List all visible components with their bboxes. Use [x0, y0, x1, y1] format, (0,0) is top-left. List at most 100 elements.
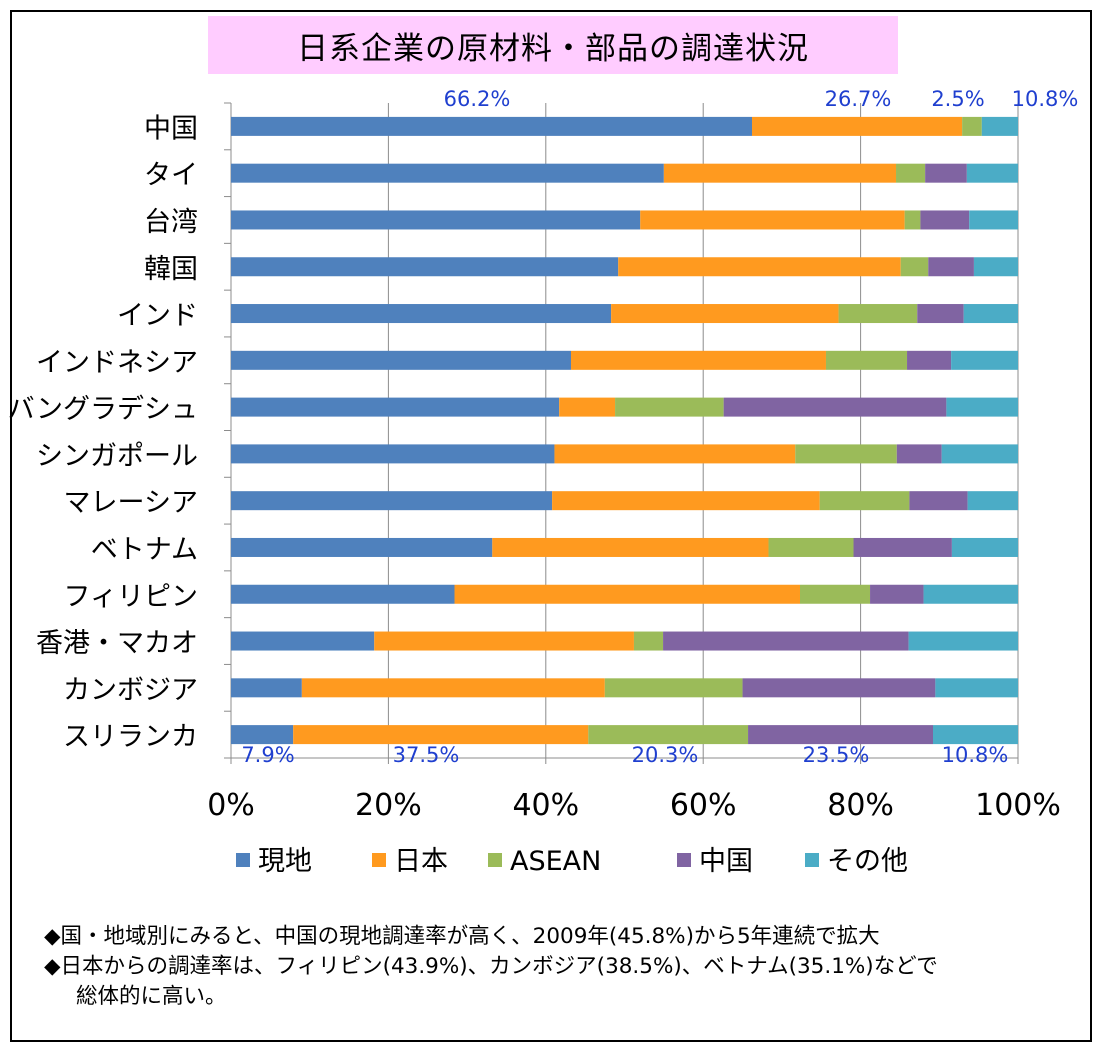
bar-segment: [925, 163, 967, 183]
x-tick-label: 60%: [670, 788, 737, 823]
annotation-bottom: 37.5%: [393, 743, 460, 767]
annotation-bottom: 20.3%: [632, 743, 699, 767]
bar-segment: [909, 491, 968, 511]
category-label: シンガポール: [36, 441, 198, 472]
bar-segment: [231, 725, 294, 745]
bar-segment: [231, 444, 555, 464]
bar-segment: [969, 210, 1018, 230]
x-tick-label: 40%: [512, 788, 579, 823]
bar-segment: [231, 116, 752, 136]
legend-swatch: [677, 853, 691, 867]
legend-label: ASEAN: [510, 846, 601, 877]
legend-label: その他: [827, 846, 908, 877]
bar-segment: [492, 537, 769, 557]
bar-segment: [454, 584, 801, 604]
bar-segment: [933, 725, 1018, 745]
bar-segment: [611, 304, 839, 324]
annotation-top: 26.7%: [825, 87, 892, 111]
bar-segment: [618, 257, 901, 277]
bar-segment: [966, 163, 1018, 183]
bar-segment: [923, 584, 1018, 604]
bar-segment: [896, 163, 926, 183]
annotation-bottom: 7.9%: [241, 743, 294, 767]
bar-segment: [896, 444, 942, 464]
bar-segment: [962, 116, 982, 136]
bar-segment: [742, 678, 936, 698]
bar-segment: [552, 491, 820, 511]
x-tick-label: 80%: [827, 788, 894, 823]
notes-block: ◆国・地域別にみると、中国の現地調達率が高く、2009年(45.8%)から5年連…: [44, 922, 1084, 1012]
bar-segment: [633, 631, 664, 651]
bar-segment: [231, 210, 641, 230]
bar-segment: [301, 678, 605, 698]
bar-segment: [723, 397, 947, 417]
bar-segment: [374, 631, 634, 651]
bar-segment: [231, 304, 612, 324]
chart-title: 日系企業の原材料・部品の調達状況: [297, 30, 809, 67]
bar-segment: [293, 725, 589, 745]
annotation-top: 66.2%: [444, 87, 511, 111]
annotation-top: 2.5%: [931, 87, 984, 111]
category-label: フィリピン: [64, 581, 198, 612]
bar-segment: [231, 584, 455, 604]
bar-segment: [963, 304, 1018, 324]
legend-swatch: [372, 853, 386, 867]
bar-segment: [951, 350, 1018, 370]
bar-segment: [973, 257, 1018, 277]
legend-label: 中国: [699, 846, 753, 877]
bar-segment: [231, 678, 302, 698]
bar-segment: [819, 491, 910, 511]
bar-segment: [554, 444, 796, 464]
bar-segment: [768, 537, 854, 557]
category-label: 台湾: [144, 207, 198, 238]
note-line-3: 総体的に高い。: [76, 984, 227, 1009]
category-label: 韓国: [144, 254, 198, 285]
legend-swatch: [488, 853, 502, 867]
category-label: 香港・マカオ: [36, 628, 198, 659]
category-label: カンボジア: [63, 675, 198, 706]
annotation-top: 10.8%: [1012, 87, 1079, 111]
annotation-bottom: 10.8%: [942, 743, 1009, 767]
bar-segment: [795, 444, 897, 464]
bar-segment: [800, 584, 871, 604]
bar-segment: [946, 397, 1018, 417]
note-line-1: ◆国・地域別にみると、中国の現地調達率が高く、2009年(45.8%)から5年連…: [44, 924, 880, 949]
bar-segment: [231, 163, 664, 183]
category-label: マレーシア: [64, 488, 198, 519]
x-tick-label: 0%: [207, 788, 255, 823]
category-label: 中国: [144, 113, 198, 144]
bar-segment: [615, 397, 724, 417]
bar-segment: [981, 116, 1018, 136]
stacked-bar-chart: 中国タイ台湾韓国インドインドネシアバングラデシュシンガポールマレーシアベトナムフ…: [8, 87, 1079, 877]
bar-segment: [570, 350, 826, 370]
legend-swatch: [805, 853, 819, 867]
category-label: スリランカ: [63, 722, 198, 753]
legend-label: 日本: [394, 846, 448, 877]
bar-segment: [907, 350, 952, 370]
legend-swatch: [236, 853, 250, 867]
bar-segment: [231, 350, 571, 370]
bar-segment: [231, 631, 375, 651]
bar-segment: [908, 631, 1018, 651]
bar-segment: [951, 537, 1018, 557]
bar-segment: [588, 725, 749, 745]
category-label: インドネシア: [36, 347, 198, 378]
bar-segment: [604, 678, 743, 698]
bar-segment: [917, 304, 964, 324]
x-tick-label: 100%: [975, 788, 1061, 823]
category-label: バングラデシュ: [8, 394, 198, 425]
bar-segment: [663, 631, 909, 651]
legend-label: 現地: [258, 846, 312, 877]
bar-segment: [231, 491, 553, 511]
annotation-bottom: 23.5%: [803, 743, 870, 767]
bar-segment: [640, 210, 905, 230]
x-tick-label: 20%: [355, 788, 422, 823]
category-label: タイ: [144, 160, 198, 191]
bar-segment: [853, 537, 952, 557]
chart-title-box: 日系企業の原材料・部品の調達状況: [208, 16, 898, 74]
bar-segment: [231, 257, 619, 277]
note-line-2: ◆日本からの調達率は、フィリピン(43.9%)、カンボジア(38.5%)、ベトナ…: [44, 954, 938, 979]
bar-segment: [751, 116, 963, 136]
bar-segment: [663, 163, 897, 183]
bar-segment: [928, 257, 974, 277]
